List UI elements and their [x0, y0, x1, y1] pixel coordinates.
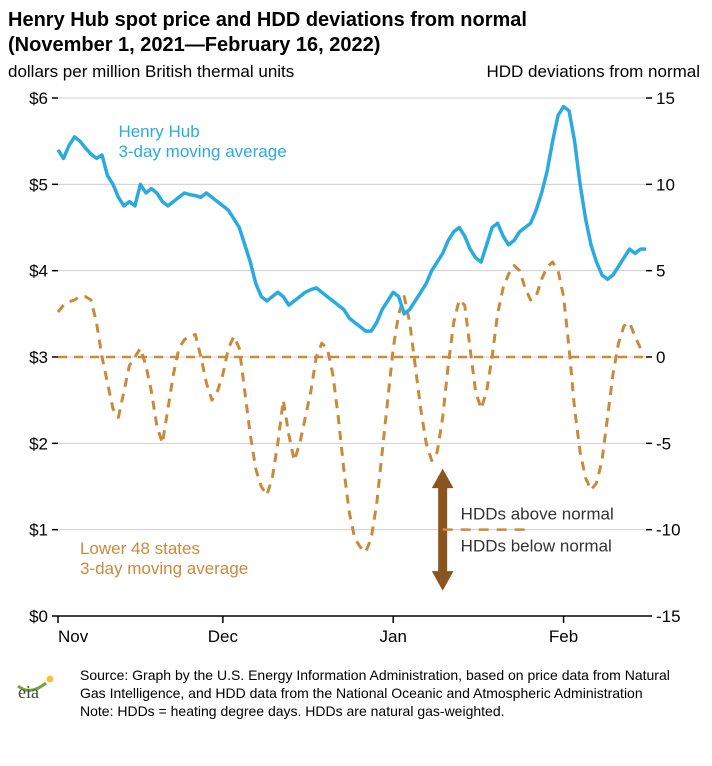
y-left-tick-label: $5	[29, 175, 48, 194]
y-left-tick-label: $0	[29, 607, 48, 626]
y-left-tick-label: $3	[29, 348, 48, 367]
chart-title: Henry Hub spot price and HDD deviations …	[8, 8, 700, 58]
title-line2: (November 1, 2021—February 16, 2022)	[8, 34, 380, 56]
x-tick-label: Feb	[549, 627, 578, 646]
footer-note: Note: HDDs = heating degree days. HDDs a…	[80, 703, 505, 719]
henry-hub-annotation-l1: Henry Hub	[118, 122, 199, 141]
henry-hub-annotation-l2: 3-day moving average	[118, 142, 286, 161]
y-right-tick-label: 0	[656, 348, 665, 367]
y-right-tick-label: -15	[656, 607, 681, 626]
y-right-tick-label: 5	[656, 262, 665, 281]
y-right-tick-label: 10	[656, 175, 675, 194]
y-right-tick-label: -10	[656, 521, 681, 540]
y-left-tick-label: $4	[29, 262, 48, 281]
x-tick-label: Jan	[380, 627, 407, 646]
chart-footer: eia Source: Graph by the U.S. Energy Inf…	[8, 666, 700, 721]
hdd-above-label: HDDs above normal	[461, 505, 614, 524]
y-left-tick-label: $1	[29, 521, 48, 540]
hdd-below-label: HDDs below normal	[461, 537, 612, 556]
y-left-tick-label: $6	[29, 89, 48, 108]
lower48-annotation-l2: 3-day moving average	[80, 559, 248, 578]
left-axis-label: dollars per million British thermal unit…	[8, 62, 294, 82]
y-right-tick-label: -5	[656, 434, 671, 453]
eia-logo-icon: eia	[12, 666, 70, 702]
y-left-tick-label: $2	[29, 434, 48, 453]
chart-area: $0 $1 $2 $3 $4 $5 $6 -15 -10 -5 0 5 10 15 Nov Dec Jan Feb…	[8, 88, 698, 658]
title-line1: Henry Hub spot price and HDD deviations …	[8, 9, 527, 31]
svg-text:eia: eia	[18, 682, 39, 702]
x-tick-label: Dec	[208, 627, 239, 646]
footer-source: Source: Graph by the U.S. Energy Informa…	[80, 667, 670, 701]
lower48-annotation-l1: Lower 48 states	[80, 539, 200, 558]
y-right-tick-label: 15	[656, 89, 675, 108]
right-axis-label: HDD deviations from normal	[486, 62, 700, 82]
x-tick-label: Nov	[58, 627, 89, 646]
